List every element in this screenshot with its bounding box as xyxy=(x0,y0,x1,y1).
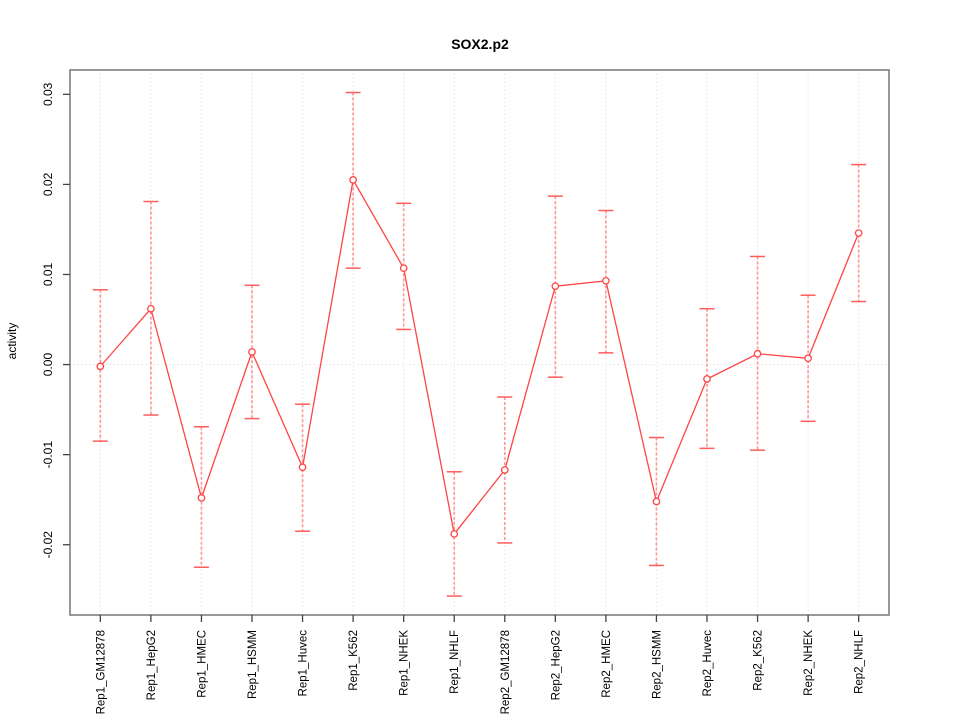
data-point xyxy=(450,530,459,538)
plot-frame xyxy=(69,69,890,616)
x-tick-label: Rep1_Huvec xyxy=(298,630,310,697)
x-tick-label: Rep1_K562 xyxy=(348,630,360,691)
x-tick-label: Rep2_HepG2 xyxy=(550,630,562,700)
y-tick-label: 0.02 xyxy=(41,172,55,196)
x-tick-label: Rep2_K562 xyxy=(753,630,765,691)
y-tick-label: -0.01 xyxy=(41,441,55,469)
x-tick-label: Rep2_NHLF xyxy=(854,630,866,694)
x-tick-label: Rep2_HMEC xyxy=(601,630,613,698)
x-tick-label: Rep1_HSMM xyxy=(247,630,259,699)
x-tick-label: Rep1_HepG2 xyxy=(146,630,158,700)
data-point xyxy=(500,466,509,474)
data-point xyxy=(96,362,105,371)
x-tick-label: Rep1_HMEC xyxy=(196,630,208,698)
x-tick-label: Rep1_GM12878 xyxy=(95,630,107,714)
series-line xyxy=(99,178,860,536)
y-axis-title: activity xyxy=(5,322,19,360)
x-tick-label: Rep1_NHEK xyxy=(399,630,411,696)
data-point xyxy=(703,375,711,383)
data-point xyxy=(197,494,206,502)
data-point xyxy=(147,304,155,313)
data-point xyxy=(298,463,307,472)
data-point xyxy=(248,348,256,356)
data-point xyxy=(753,349,762,358)
data-point xyxy=(349,176,357,184)
chart-title: SOX2.p2 xyxy=(451,36,509,52)
x-tick-label: Rep2_HSMM xyxy=(651,630,663,699)
data-point xyxy=(602,276,610,285)
data-point xyxy=(652,497,661,506)
x-tick-label: Rep2_Huvec xyxy=(702,630,714,697)
y-tick-label: 0.01 xyxy=(41,262,55,286)
data-point xyxy=(551,282,560,291)
y-tick-label: 0.03 xyxy=(41,82,55,106)
data-point xyxy=(854,229,863,237)
data-point xyxy=(804,354,812,363)
y-tick-label: 0.00 xyxy=(41,353,55,377)
y-tick-label: -0.02 xyxy=(41,531,55,559)
data-point xyxy=(399,264,408,273)
x-tick-label: Rep1_NHLF xyxy=(449,630,461,694)
x-tick-label: Rep2_NHEK xyxy=(803,630,815,696)
x-tick-label: Rep2_GM12878 xyxy=(500,630,512,714)
